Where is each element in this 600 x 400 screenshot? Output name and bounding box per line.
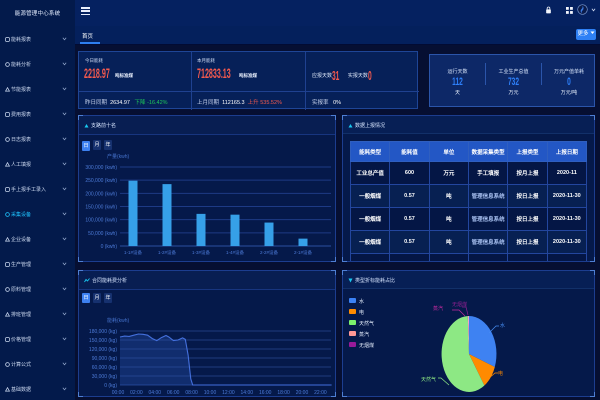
svg-text:120,000 (kg): 120,000 (kg) xyxy=(89,347,117,353)
svg-text:天然气: 天然气 xyxy=(421,376,436,383)
svg-text:04:00: 04:00 xyxy=(149,390,162,396)
svg-text:200,000 (kwh): 200,000 (kwh) xyxy=(85,191,117,197)
svg-text:18:00: 18:00 xyxy=(277,390,290,396)
svg-text:90,000 (kg): 90,000 (kg) xyxy=(92,356,118,362)
svg-text:2-1#设备: 2-1#设备 xyxy=(294,249,313,256)
svg-text:1-1#设备: 1-1#设备 xyxy=(124,249,143,256)
svg-text:180,000 (kg): 180,000 (kg) xyxy=(89,329,117,335)
svg-text:16:00: 16:00 xyxy=(259,390,272,396)
svg-text:50,000 (kwh): 50,000 (kwh) xyxy=(88,231,117,237)
svg-text:02:00: 02:00 xyxy=(130,390,143,396)
svg-text:20:00: 20:00 xyxy=(296,390,309,396)
svg-text:12:00: 12:00 xyxy=(222,390,235,396)
svg-text:60,000 (kg): 60,000 (kg) xyxy=(92,365,118,371)
svg-text:00:00: 00:00 xyxy=(112,390,125,396)
svg-text:30,000 (kg): 30,000 (kg) xyxy=(92,374,118,380)
svg-text:2-2#设备: 2-2#设备 xyxy=(260,249,279,256)
svg-text:06:00: 06:00 xyxy=(167,390,180,396)
svg-text:电: 电 xyxy=(498,370,503,377)
svg-text:水: 水 xyxy=(500,322,505,329)
svg-text:0 (kwh): 0 (kwh) xyxy=(101,244,118,250)
svg-text:150,000 (kwh): 150,000 (kwh) xyxy=(85,205,117,211)
svg-text:14:00: 14:00 xyxy=(241,390,254,396)
svg-text:300,000 (kwh): 300,000 (kwh) xyxy=(85,165,117,171)
svg-text:1-3#设备: 1-3#设备 xyxy=(192,249,211,256)
svg-text:0 (kg): 0 (kg) xyxy=(104,383,117,389)
svg-text:10:00: 10:00 xyxy=(204,390,217,396)
svg-text:1-4#设备: 1-4#设备 xyxy=(226,249,245,256)
svg-text:100,000 (kwh): 100,000 (kwh) xyxy=(85,218,117,224)
svg-text:1-2#设备: 1-2#设备 xyxy=(158,249,177,256)
svg-text:250,000 (kwh): 250,000 (kwh) xyxy=(85,178,117,184)
svg-text:蒸汽: 蒸汽 xyxy=(433,305,443,312)
svg-text:150,000 (kg): 150,000 (kg) xyxy=(89,338,117,344)
svg-text:22:00: 22:00 xyxy=(314,390,327,396)
svg-text:无烟煤: 无烟煤 xyxy=(452,301,467,308)
svg-text:08:00: 08:00 xyxy=(185,390,198,396)
